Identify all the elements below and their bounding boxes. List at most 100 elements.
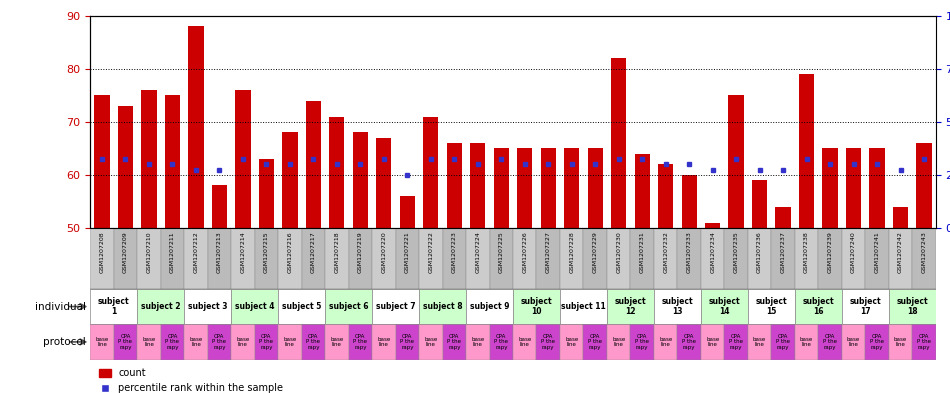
Bar <box>842 289 889 324</box>
Bar <box>654 289 701 324</box>
Bar <box>677 324 701 360</box>
Bar <box>446 143 462 228</box>
Bar <box>164 95 180 228</box>
Text: CPA
P the
rapy: CPA P the rapy <box>494 334 508 350</box>
Text: subject 11: subject 11 <box>561 302 606 311</box>
Text: subject
17: subject 17 <box>849 297 881 316</box>
Bar <box>423 116 439 228</box>
Text: subject
1: subject 1 <box>98 297 129 316</box>
Text: base
line: base line <box>706 336 719 347</box>
Text: GSM1207241: GSM1207241 <box>875 231 880 273</box>
Bar <box>513 289 560 324</box>
Text: base
line: base line <box>189 336 202 347</box>
Text: subject
10: subject 10 <box>521 297 552 316</box>
Bar <box>893 207 908 228</box>
Text: base
line: base line <box>894 336 907 347</box>
Text: CPA
P the
rapy: CPA P the rapy <box>823 334 837 350</box>
Text: GSM1207229: GSM1207229 <box>593 231 598 273</box>
Bar <box>114 228 137 289</box>
Bar <box>587 148 603 228</box>
Text: CPA
P the
rapy: CPA P the rapy <box>213 334 226 350</box>
Bar <box>631 324 654 360</box>
Bar <box>771 228 795 289</box>
Text: subject
12: subject 12 <box>615 297 646 316</box>
Text: GSM1207230: GSM1207230 <box>617 231 621 273</box>
Bar <box>90 289 137 324</box>
Bar <box>278 324 302 360</box>
Bar <box>818 324 842 360</box>
Bar <box>607 324 631 360</box>
Text: CPA
P the
rapy: CPA P the rapy <box>870 334 884 350</box>
Bar <box>889 228 912 289</box>
Text: CPA
P the
rapy: CPA P the rapy <box>400 334 414 350</box>
Text: base
line: base line <box>471 336 484 347</box>
Text: CPA
P the
rapy: CPA P the rapy <box>306 334 320 350</box>
Text: GSM1207219: GSM1207219 <box>358 231 363 273</box>
Bar <box>118 106 133 228</box>
Bar <box>701 289 748 324</box>
Bar <box>748 228 771 289</box>
Bar <box>724 324 748 360</box>
Text: CPA
P the
rapy: CPA P the rapy <box>682 334 696 350</box>
Bar <box>701 324 724 360</box>
Text: GSM1207233: GSM1207233 <box>687 231 692 273</box>
Bar <box>184 228 208 289</box>
Text: GSM1207243: GSM1207243 <box>922 231 926 273</box>
Bar <box>90 228 114 289</box>
Text: GSM1207238: GSM1207238 <box>804 231 809 273</box>
Bar <box>372 289 419 324</box>
Bar <box>823 148 838 228</box>
Text: base
line: base line <box>424 336 437 347</box>
Text: GSM1207221: GSM1207221 <box>405 231 409 273</box>
Bar <box>560 289 607 324</box>
Text: subject
16: subject 16 <box>803 297 834 316</box>
Text: GSM1207237: GSM1207237 <box>781 231 786 273</box>
Text: CPA
P the
rapy: CPA P the rapy <box>776 334 790 350</box>
Text: GSM1207216: GSM1207216 <box>288 231 293 273</box>
Text: GSM1207239: GSM1207239 <box>827 231 832 273</box>
Bar <box>795 324 818 360</box>
Bar <box>137 289 184 324</box>
Bar <box>302 228 325 289</box>
Text: CPA
P the
rapy: CPA P the rapy <box>165 334 180 350</box>
Bar <box>912 324 936 360</box>
Text: GSM1207224: GSM1207224 <box>475 231 481 273</box>
Text: base
line: base line <box>612 336 625 347</box>
Text: subject 8: subject 8 <box>423 302 463 311</box>
Bar <box>330 116 345 228</box>
Bar <box>869 148 884 228</box>
Text: GSM1207210: GSM1207210 <box>146 231 151 273</box>
Text: CPA
P the
rapy: CPA P the rapy <box>447 334 462 350</box>
Text: subject 6: subject 6 <box>329 302 369 311</box>
Bar <box>443 228 466 289</box>
Text: base
line: base line <box>237 336 250 347</box>
Bar <box>470 143 485 228</box>
Bar <box>658 164 674 228</box>
Bar <box>654 228 677 289</box>
Bar <box>583 324 607 360</box>
Bar <box>376 138 391 228</box>
Text: GSM1207236: GSM1207236 <box>757 231 762 273</box>
Text: CPA
P the
rapy: CPA P the rapy <box>636 334 649 350</box>
Text: base
line: base line <box>800 336 813 347</box>
Bar <box>560 324 583 360</box>
Bar <box>231 289 278 324</box>
Bar <box>302 324 325 360</box>
Text: base
line: base line <box>659 336 673 347</box>
Bar <box>419 324 443 360</box>
Text: GSM1207218: GSM1207218 <box>334 231 339 273</box>
Text: subject 3: subject 3 <box>188 302 227 311</box>
Bar <box>583 228 607 289</box>
Bar <box>212 185 227 228</box>
Bar <box>325 324 349 360</box>
Bar <box>352 132 368 228</box>
Bar <box>161 324 184 360</box>
Text: GSM1207220: GSM1207220 <box>381 231 387 273</box>
Text: individual: individual <box>34 301 86 312</box>
Text: GSM1207228: GSM1207228 <box>569 231 574 273</box>
Text: base
line: base line <box>142 336 156 347</box>
Bar <box>325 289 372 324</box>
Bar <box>94 95 109 228</box>
Bar <box>513 228 537 289</box>
Bar <box>537 228 560 289</box>
